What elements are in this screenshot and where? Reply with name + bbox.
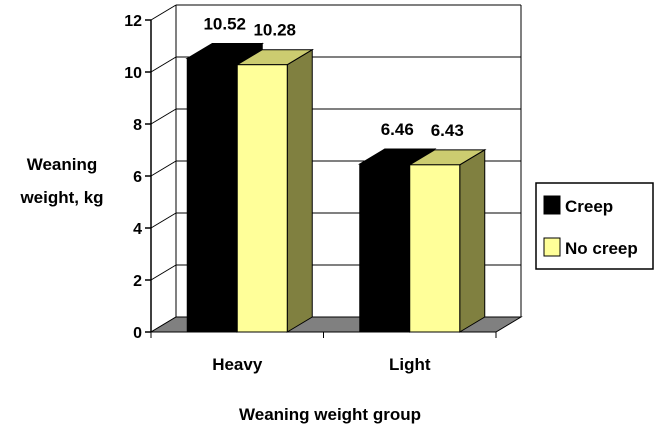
y-tick-label: 2 (133, 273, 142, 290)
gridline-side (150, 4, 177, 21)
legend-label-creep: Creep (565, 197, 613, 216)
y-axis-title-line-2: weight, kg (19, 188, 103, 207)
y-tick-label: 0 (133, 325, 142, 342)
y-axis-title-line-1: Weaning (27, 155, 98, 174)
legend: Creep No creep (535, 182, 654, 270)
y-tick-label: 10 (124, 65, 142, 82)
value-label-light-no-creep: 6.43 (431, 121, 464, 140)
x-axis-categories: Heavy Light (212, 355, 431, 374)
gridline-side (150, 160, 177, 177)
y-tick-label: 6 (133, 169, 142, 186)
value-label-light-creep: 6.46 (381, 120, 414, 139)
legend-label-no-creep: No creep (565, 239, 638, 258)
y-tick-label: 12 (124, 13, 142, 30)
value-label-heavy-creep: 10.52 (203, 14, 246, 33)
x-axis-title: Weaning weight group (239, 405, 421, 424)
gridline-side (150, 212, 177, 229)
y-tick-label: 4 (133, 221, 142, 238)
bar-heavy-no-creep (235, 48, 315, 333)
bars (185, 42, 487, 333)
gridline-side (150, 56, 177, 73)
bar-light-no-creep (407, 148, 487, 333)
gridline-side (150, 264, 177, 281)
data-labels: 10.52 10.28 6.46 6.43 (203, 14, 463, 139)
gridline-side (150, 108, 177, 125)
category-label-light: Light (389, 355, 431, 374)
value-label-heavy-no-creep: 10.28 (253, 21, 296, 40)
y-tick-label: 8 (133, 117, 142, 134)
legend-swatch-no-creep (543, 237, 561, 257)
legend-swatch-creep (543, 195, 561, 215)
category-label-heavy: Heavy (212, 355, 263, 374)
